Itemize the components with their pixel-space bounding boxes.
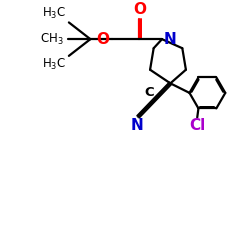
Text: N: N bbox=[164, 32, 177, 47]
Text: N: N bbox=[130, 118, 143, 133]
Text: O: O bbox=[133, 2, 146, 17]
Text: H$_3$C: H$_3$C bbox=[42, 57, 66, 72]
Text: Cl: Cl bbox=[189, 118, 205, 133]
Text: C: C bbox=[144, 86, 154, 99]
Text: O: O bbox=[96, 32, 109, 47]
Text: CH$_3$: CH$_3$ bbox=[40, 32, 64, 47]
Text: H$_3$C: H$_3$C bbox=[42, 6, 66, 21]
